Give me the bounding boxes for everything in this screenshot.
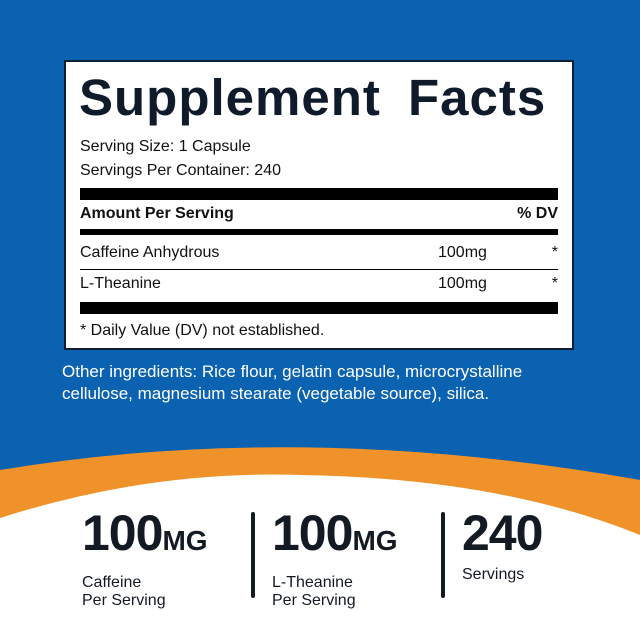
- stat-label: Caffeine: [82, 574, 142, 591]
- supplement-facts-panel: Supplement Facts Serving Size: 1 Capsule…: [64, 60, 574, 350]
- row-dv: *: [551, 244, 558, 261]
- stat-value: 240: [462, 505, 543, 561]
- amount-per-serving-header: Amount Per Serving: [80, 205, 234, 222]
- stat-caffeine: 100MG Caffeine Per Serving: [82, 506, 208, 610]
- row-name: Caffeine Anhydrous: [80, 244, 220, 261]
- stat-label: Per Serving: [82, 592, 166, 609]
- stat-label: Servings: [462, 566, 525, 583]
- row-amount: 100mg: [438, 244, 487, 261]
- row-amount: 100mg: [438, 275, 487, 292]
- stat-servings: 240 Servings: [462, 505, 543, 584]
- divider-medium: [80, 229, 558, 235]
- footnote: * Daily Value (DV) not established.: [80, 322, 325, 339]
- row-name: L-Theanine: [80, 275, 161, 292]
- stat-unit: MG: [162, 525, 208, 556]
- stat-theanine: 100MG L-Theanine Per Serving: [272, 506, 398, 610]
- servings-per-container: Servings Per Container: 240: [80, 162, 281, 179]
- stat-divider: [251, 512, 255, 598]
- divider-thick: [80, 188, 558, 200]
- divider-thick: [80, 302, 558, 314]
- white-area: [0, 474, 640, 640]
- stat-divider: [441, 512, 445, 598]
- stat-value: 100: [82, 505, 163, 561]
- other-ingredients: Other ingredients: Rice flour, gelatin c…: [62, 362, 523, 403]
- divider-thin: [80, 269, 558, 270]
- stat-label: L-Theanine: [272, 574, 353, 591]
- dv-header: % DV: [517, 205, 558, 222]
- row-dv: *: [551, 275, 558, 292]
- stat-label: Per Serving: [272, 592, 356, 609]
- serving-size: Serving Size: 1 Capsule: [80, 138, 251, 155]
- facts-title: Supplement Facts: [79, 69, 547, 126]
- stat-unit: MG: [352, 525, 398, 556]
- stat-value: 100: [272, 505, 353, 561]
